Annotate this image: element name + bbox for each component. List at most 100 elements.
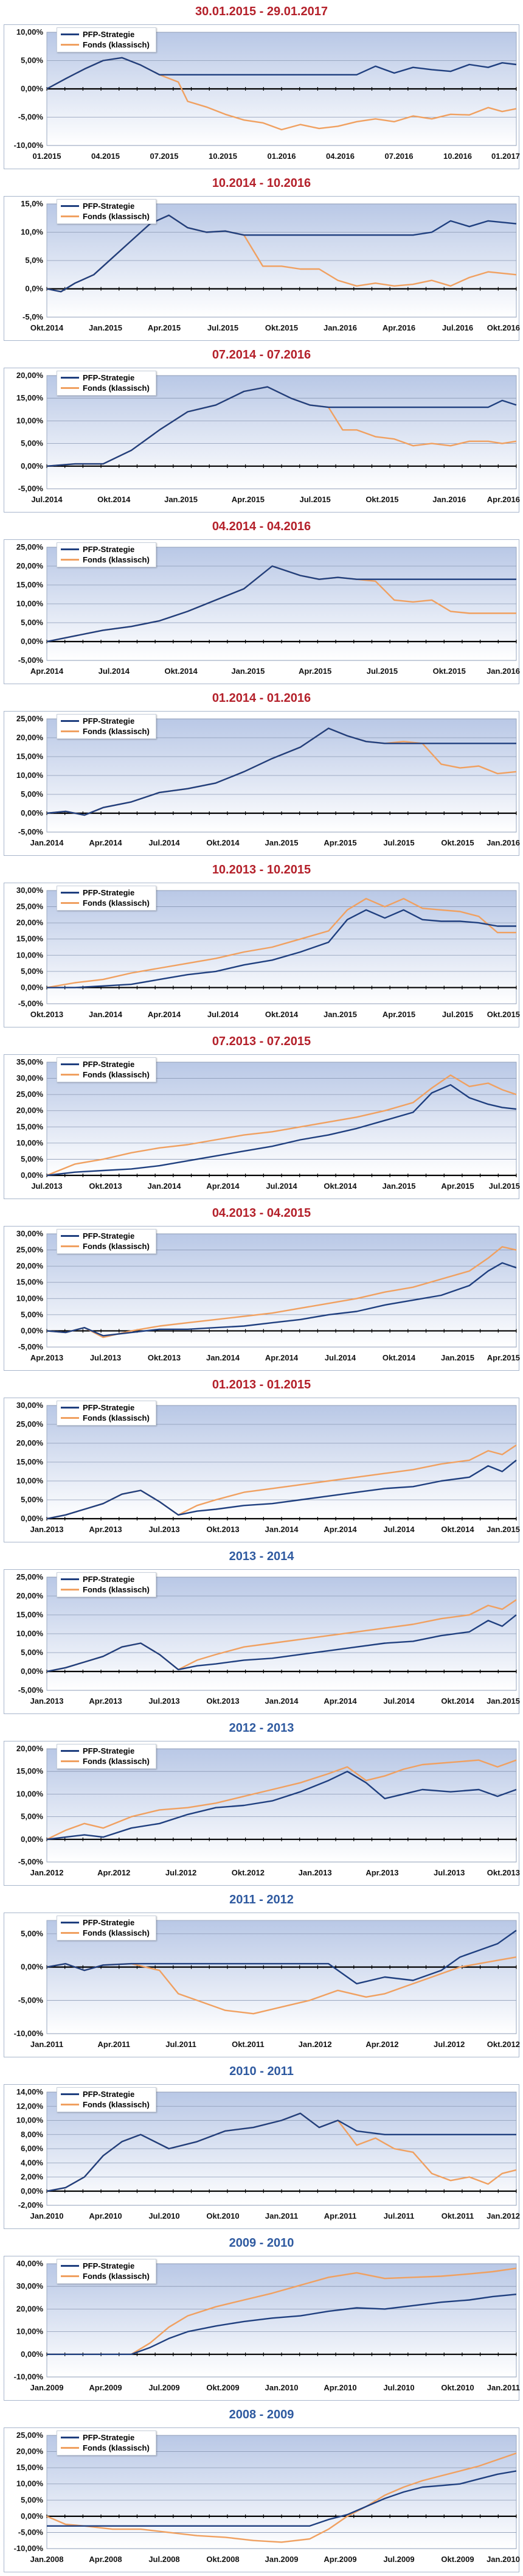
- series-line-fonds-klassisch: [46, 1074, 517, 1177]
- y-tick-label: 14,00%: [16, 2087, 44, 2096]
- x-tick-label: Okt.2013: [89, 1181, 122, 1191]
- chart-frame: 0,00% 5,00% 10,00% 15,00% 20,00% 25,00% 30,00%…: [4, 1054, 520, 1199]
- y-tick-label: 0,00%: [21, 1171, 43, 1180]
- x-tick-label: Apr.2013: [89, 1525, 122, 1534]
- legend-label: Fonds (klassisch): [83, 555, 150, 564]
- x-tick-label: Okt.2014: [265, 1010, 299, 1019]
- y-tick-label: 10,00%: [16, 950, 44, 959]
- y-tick-label: 25,00%: [16, 1090, 44, 1099]
- legend-label: Fonds (klassisch): [83, 2272, 150, 2281]
- chart-frame: -10,00% -5,00% 0,00% 5,00% 10,00% 01.2015 04.2…: [4, 24, 520, 169]
- y-tick-label: 10,0%: [21, 228, 43, 237]
- x-tick-label: Okt.2014: [383, 1353, 416, 1362]
- legend-swatch: [61, 1063, 79, 1065]
- x-tick-label: Jul.2012: [434, 2040, 465, 2049]
- x-tick-label: 01.2015: [33, 152, 61, 161]
- x-tick-label: Jan.2013: [299, 1868, 332, 1877]
- x-tick-label: Apr.2014: [89, 838, 122, 847]
- y-tick-label: 25,00%: [16, 542, 44, 551]
- legend-swatch: [61, 205, 79, 207]
- series-line-fonds-klassisch: [46, 2452, 517, 2543]
- legend-label: PFP-Strategie: [83, 888, 135, 897]
- x-tick-label: Okt.2014: [441, 1525, 474, 1534]
- chart-frame: -10,00% 0,00% 10,00% 20,00% 30,00% 40,00% Jan.…: [4, 2256, 520, 2401]
- y-tick-label: 0,00%: [21, 2511, 43, 2521]
- y-tick-label: 20,00%: [16, 733, 44, 742]
- y-tick-label: 30,00%: [16, 2281, 44, 2291]
- x-tick-label: Jul.2014: [383, 1696, 415, 1706]
- chart-title: 2012 - 2013: [229, 1721, 294, 1735]
- y-tick-label: 0,00%: [21, 1326, 43, 1335]
- y-tick-label: 20,00%: [16, 1106, 44, 1115]
- x-tick-label: Jan.2013: [30, 1525, 64, 1534]
- y-tick-label: 10,00%: [16, 2116, 44, 2125]
- chart-legend: PFP-Strategie Fonds (klassisch): [57, 1401, 156, 1426]
- y-tick-label: 10,00%: [16, 1629, 44, 1638]
- legend-swatch: [61, 1578, 79, 1580]
- legend-swatch: [61, 387, 79, 389]
- chart-frame: -10,00% -5,00% 0,00% 5,00% 10,00% 15,00% 20,00…: [4, 2427, 520, 2572]
- y-tick-label: 0,00%: [21, 1962, 43, 1972]
- x-tick-label: 01.2016: [268, 152, 296, 161]
- legend-entry: Fonds (klassisch): [61, 1584, 150, 1595]
- y-tick-label: -5,00%: [18, 827, 44, 836]
- legend-entry: Fonds (klassisch): [61, 40, 150, 50]
- chart-title: 10.2013 - 10.2015: [212, 863, 311, 877]
- x-tick-label: Jul.2013: [148, 1525, 179, 1534]
- y-tick-label: -2,00%: [18, 2200, 44, 2210]
- y-tick-label: 5,00%: [21, 2495, 43, 2504]
- y-tick-label: 10,00%: [16, 1476, 44, 1485]
- chart-frame: -5,00% 0,00% 5,00% 10,00% 15,00% 20,00% 25,00%…: [4, 1569, 520, 1714]
- x-tick-label: Jul.2013: [434, 1868, 465, 1877]
- chart-title: 2010 - 2011: [229, 2065, 294, 2078]
- y-tick-label: -5,00%: [18, 999, 44, 1008]
- x-tick-label: Jan.2010: [30, 2211, 64, 2221]
- chart-panel: 04.2014 - 04.2016 -5,00% 0,00% 5,00% 10,00% 1…: [0, 515, 523, 687]
- x-tick-label: Jan.2015: [231, 667, 265, 676]
- x-tick-label: Okt.2014: [441, 1696, 474, 1706]
- y-tick-label: 30,00%: [16, 1229, 44, 1238]
- chart-legend: PFP-Strategie Fonds (klassisch): [57, 2087, 156, 2112]
- y-tick-label: 5,00%: [21, 1648, 43, 1657]
- y-tick-label: 5,00%: [21, 967, 43, 976]
- chart-legend: PFP-Strategie Fonds (klassisch): [57, 542, 156, 567]
- legend-label: Fonds (klassisch): [83, 212, 150, 221]
- x-tick-label: Jul.2014: [148, 838, 180, 847]
- chart-title: 04.2013 - 04.2015: [212, 1206, 311, 1220]
- x-tick-label: Jul.2014: [325, 1353, 356, 1362]
- x-tick-label: Okt.2009: [441, 2555, 474, 2564]
- x-tick-label: Apr.2015: [299, 667, 331, 676]
- x-tick-label: Okt.2013: [206, 1525, 239, 1534]
- legend-swatch: [61, 1417, 79, 1419]
- x-tick-label: Okt.2012: [232, 1868, 265, 1877]
- x-tick-label: Apr.2010: [89, 2211, 122, 2221]
- x-tick-label: Okt.2010: [206, 2211, 239, 2221]
- legend-swatch: [61, 377, 79, 379]
- legend-label: PFP-Strategie: [83, 373, 135, 382]
- chart-legend: PFP-Strategie Fonds (klassisch): [57, 2431, 156, 2455]
- chart-panel: 01.2014 - 01.2016 -5,00% 0,00% 5,00% 10,00% 1…: [0, 687, 523, 858]
- x-tick-label: Jan.2012: [487, 2211, 520, 2221]
- series-line-pfp-strategie: [47, 2294, 517, 2356]
- x-tick-label: Okt.2014: [97, 495, 131, 504]
- x-tick-label: Jul.2010: [148, 2211, 179, 2221]
- x-tick-label: Jul.2010: [383, 2383, 414, 2392]
- x-tick-label: Jan.2010: [487, 2555, 520, 2564]
- legend-entry: PFP-Strategie: [61, 2089, 150, 2099]
- y-tick-label: 10,00%: [16, 2479, 44, 2488]
- chart-frame: 0,00% 5,00% 10,00% 15,00% 20,00% 25,00% 30,00%…: [4, 1398, 520, 1542]
- x-tick-label: Jan.2014: [265, 1525, 299, 1534]
- chart-panel: 07.2013 - 07.2015 0,00% 5,00% 10,00% 15,00% 2…: [0, 1030, 523, 1202]
- y-tick-label: 5,00%: [21, 1812, 43, 1821]
- chart-panel: 10.2013 - 10.2015 -5,00% 0,00% 5,00% 10,00% 1…: [0, 858, 523, 1030]
- chart-legend: PFP-Strategie Fonds (klassisch): [57, 1572, 156, 1597]
- legend-label: Fonds (klassisch): [83, 1413, 150, 1423]
- x-tick-label: Jan.2012: [30, 1868, 64, 1877]
- x-tick-label: Jan.2011: [30, 2040, 63, 2049]
- series-line-pfp-strategie: [46, 386, 517, 467]
- legend-entry: Fonds (klassisch): [61, 383, 150, 393]
- legend-swatch: [61, 1407, 79, 1409]
- y-tick-label: 5,00%: [21, 789, 43, 799]
- legend-label: PFP-Strategie: [83, 1403, 135, 1412]
- legend-swatch: [61, 2275, 79, 2277]
